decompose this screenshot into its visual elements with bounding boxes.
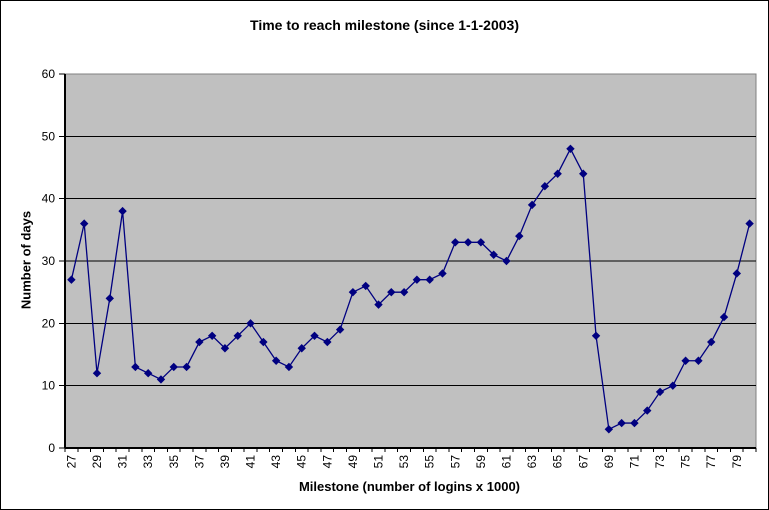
x-tick-label: 75 [679,455,693,469]
data-point-marker [361,281,370,291]
data-point-marker [668,381,678,390]
data-point-marker [732,269,742,278]
data-point-marker [694,356,703,365]
x-tick-label: 41 [244,455,258,469]
y-tick-label: 10 [42,379,56,393]
data-point-marker [387,287,396,297]
x-tick-label: 55 [423,455,437,469]
data-point-marker [604,425,614,434]
data-point-marker [719,312,729,322]
data-point-marker [246,319,255,328]
data-point-marker [195,337,204,347]
y-tick-label: 0 [48,441,55,455]
x-tick-label: 47 [320,455,334,469]
data-point-marker [335,325,345,334]
x-tick-label: 77 [704,455,718,469]
x-tick-label: 31 [116,455,130,469]
data-point-marker [271,356,281,365]
data-point-marker [156,375,166,384]
x-tick-label: 59 [474,455,488,469]
x-tick-label: 51 [372,455,386,469]
data-point-marker [92,368,102,378]
data-point-marker [79,219,89,228]
x-tick-label: 35 [167,455,181,469]
data-point-marker [489,250,498,259]
data-point-marker [707,337,716,347]
data-point-marker [681,356,690,365]
data-point-marker [105,294,114,303]
data-point-marker [540,181,550,191]
data-point-marker [259,337,268,347]
x-tick-label: 43 [269,455,283,469]
data-point-marker [566,144,575,154]
data-point-marker [745,219,754,228]
data-point-marker [579,169,588,178]
data-point-marker [374,300,383,309]
y-tick-label: 20 [42,316,56,330]
data-point-marker [476,238,486,247]
data-point-marker [284,362,294,372]
data-point-marker [655,387,665,397]
y-tick-label: 60 [42,67,56,81]
x-tick-label: 39 [218,455,232,469]
x-tick-label: 73 [653,455,667,469]
y-tick-label: 30 [42,254,56,268]
x-tick-label: 71 [627,455,641,469]
x-tick-label: 27 [64,455,78,469]
data-point-marker [297,344,306,353]
data-point-marker [67,275,76,284]
data-point-marker [591,331,601,341]
x-tick-label: 49 [346,455,360,469]
x-tick-label: 61 [499,455,513,469]
x-tick-label: 65 [551,455,565,469]
data-point-marker [118,206,127,216]
data-point-marker [220,344,230,353]
data-point-marker [617,418,626,428]
data-point-marker [207,331,217,341]
x-tick-label: 79 [730,455,744,469]
x-axis-title: Milestone (number of logins x 1000) [298,479,521,494]
y-tick-label: 50 [42,129,56,143]
data-point-marker [643,406,652,415]
x-tick-label: 63 [525,455,539,469]
data-point-marker [233,331,242,341]
x-tick-label: 53 [397,455,411,469]
data-point-marker [399,287,409,297]
data-point-marker [630,418,639,428]
data-point-marker [463,238,473,247]
data-point-marker [412,275,422,284]
data-point-marker [425,275,434,284]
data-point-marker [527,200,537,210]
data-point-marker [553,169,562,178]
data-point-marker [169,362,178,372]
x-tick-label: 69 [602,455,616,469]
x-tick-label: 67 [576,455,590,469]
chart-title: Time to reach milestone (since 1-1-2003) [250,17,519,33]
x-tick-label: 57 [448,455,462,469]
data-point-marker [310,331,319,341]
data-point-marker [131,362,140,372]
x-tick-label: 37 [192,455,206,469]
x-tick-label: 45 [295,455,309,469]
data-point-marker [515,231,524,241]
data-point-marker [143,368,153,378]
data-point-marker [502,256,511,266]
data-point-marker [323,337,332,347]
data-point-marker [348,287,358,297]
data-point-marker [182,362,191,372]
y-tick-label: 40 [42,192,56,206]
data-point-marker [451,238,460,247]
x-tick-label: 29 [90,455,104,469]
data-point-marker [438,269,447,278]
x-tick-label: 33 [141,455,155,469]
